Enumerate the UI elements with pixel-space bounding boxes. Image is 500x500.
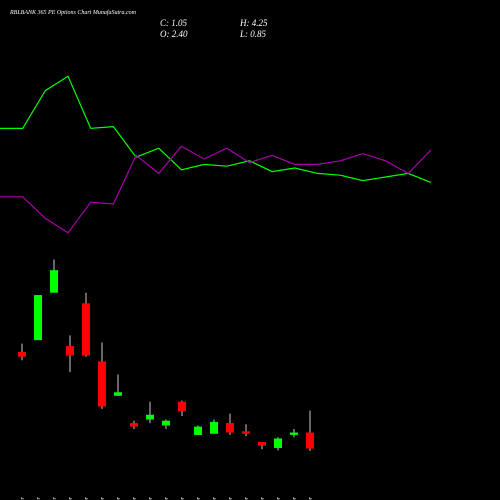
candle-body xyxy=(50,270,58,293)
x-tick-label: 02 Apr xyxy=(84,496,90,500)
candle-body xyxy=(194,426,202,435)
ohlc-label: O: 2.40 xyxy=(160,29,188,39)
x-tick-label: 21 Apr xyxy=(260,496,266,500)
candle-body xyxy=(258,442,266,446)
candle-body xyxy=(178,401,186,412)
candle-body xyxy=(274,438,282,448)
x-tick-label: 11 Apr xyxy=(180,496,186,500)
x-tick-label: 01 Apr xyxy=(68,496,74,500)
ohlc-label: H: 4.25 xyxy=(239,18,268,28)
candle-body xyxy=(306,432,314,449)
candle-body xyxy=(290,432,298,435)
candle-body xyxy=(162,420,170,426)
x-tick-label: 07 Apr xyxy=(116,496,122,500)
x-tick-label: 17 Apr xyxy=(228,496,234,500)
x-tick-label: 28 Mar xyxy=(52,496,58,500)
x-tick-label: 16 Apr xyxy=(212,496,218,500)
x-tick-label: 10 Apr xyxy=(164,496,170,500)
x-tick-label: 20 Apr xyxy=(244,496,250,500)
x-tick-label: 08 Apr xyxy=(132,496,138,500)
x-tick-label: 15 Apr xyxy=(196,496,202,500)
x-tick-label: 27 Mar xyxy=(36,496,42,500)
candle-body xyxy=(146,414,154,420)
candle-body xyxy=(130,423,138,427)
indicator-line xyxy=(0,145,432,234)
chart-title: RBLBANK 365 PE Options Chart MunafaSutra… xyxy=(9,9,137,16)
candle-body xyxy=(98,361,106,407)
candle-body xyxy=(210,421,218,434)
indicator-line xyxy=(0,75,432,183)
x-tick-label: 22 Apr xyxy=(276,496,282,500)
candle-body xyxy=(242,431,250,434)
x-tick-label: 03 Apr xyxy=(100,496,106,500)
x-tick-label: 23 Apr xyxy=(292,496,298,500)
candle-body xyxy=(114,392,122,396)
x-tick-label: 09 Apr xyxy=(148,496,154,500)
candle-body xyxy=(226,423,234,433)
candle-body xyxy=(82,303,90,356)
ohlc-label: L: 0.85 xyxy=(239,29,267,39)
ohlc-label: C: 1.05 xyxy=(160,18,188,28)
candle-body xyxy=(66,346,74,356)
x-tick-label: 24 Apr xyxy=(307,496,314,500)
x-tick-label: 25 Mar xyxy=(20,496,26,500)
candle-body xyxy=(18,351,26,357)
candle-body xyxy=(34,295,42,341)
